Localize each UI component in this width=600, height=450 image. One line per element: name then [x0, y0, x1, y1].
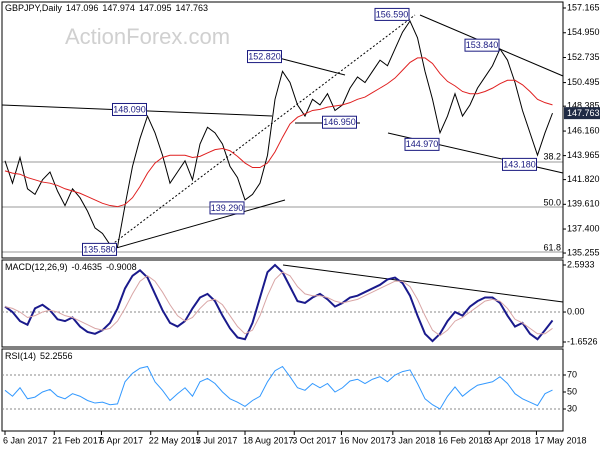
y-tick-label: 146.160 — [567, 125, 600, 135]
y-tick-label: 152.735 — [567, 52, 600, 62]
annotation-box — [502, 157, 537, 171]
series-line — [4, 271, 553, 337]
fib-label: 61.8 — [543, 242, 561, 252]
x-tick-label: 18 Aug 2017 — [243, 435, 294, 445]
header-value: 147.095 — [139, 3, 172, 13]
x-tick-label: 3 Oct 2017 — [292, 435, 336, 445]
x-tick-label: 16 Nov 2017 — [339, 435, 390, 445]
x-tick-label: 6 Jan 2017 — [3, 435, 48, 445]
annotation-box — [464, 38, 500, 52]
header-value: 147.096 — [66, 3, 99, 13]
y-tick-label: 70 — [567, 369, 577, 379]
y-tick-label: 141.820 — [567, 174, 600, 184]
y-tick-label: 143.965 — [567, 150, 600, 160]
annotation-box — [404, 137, 440, 151]
x-tick-label: 21 Feb 2017 — [52, 435, 103, 445]
panel-header: MACD(12,26,9) -0.4635 -0.9008 — [5, 262, 137, 272]
y-tick-label: 148.385 — [567, 101, 600, 111]
current-price-label: 147.763 — [567, 108, 600, 118]
annotation-label: 139.290 — [211, 203, 244, 213]
panel-title: RSI(14) — [5, 351, 36, 361]
annotation-label: 153.840 — [466, 40, 499, 50]
annotation-box — [112, 102, 147, 116]
annotation-label: 143.180 — [503, 159, 536, 169]
annotation-box — [247, 50, 282, 64]
y-tick-label: 0.00 — [567, 306, 585, 316]
annotation-label: 156.590 — [376, 9, 409, 19]
series-line — [4, 19, 553, 248]
panel-title: GBPJPY,Daily — [5, 3, 62, 13]
trendline — [101, 14, 416, 253]
annotation-label: 135.580 — [83, 244, 116, 254]
series-line — [4, 263, 554, 343]
header-value: 52.2556 — [40, 351, 73, 361]
header-value: -0.4635 — [72, 262, 103, 272]
x-tick-label: 16 Feb 2018 — [438, 435, 489, 445]
current-price-box — [564, 107, 600, 120]
header-value: 147.974 — [102, 3, 135, 13]
annotation-box — [209, 201, 245, 215]
x-tick-label: 17 May 2018 — [534, 435, 586, 445]
annotation-box — [322, 115, 357, 129]
annotation-label: 146.950 — [323, 117, 356, 127]
trendline — [282, 264, 564, 303]
header-value: -0.9008 — [106, 262, 137, 272]
annotation-label: 144.970 — [406, 139, 439, 149]
trendline — [274, 56, 346, 76]
y-tick-label: 150.495 — [567, 77, 600, 87]
x-tick-label: 3 Apr 2018 — [487, 435, 531, 445]
y-tick-label: 139.610 — [567, 199, 600, 209]
fib-label: 50.0 — [543, 197, 561, 207]
y-tick-label: 157.165 — [567, 2, 600, 12]
series-line — [4, 57, 553, 208]
fib-label: 38.2 — [543, 151, 561, 161]
panel-title: MACD(12,26,9) — [5, 262, 68, 272]
y-tick-label: 137.400 — [567, 223, 600, 233]
panel-frame — [1, 348, 564, 432]
y-tick-label: 154.950 — [567, 27, 600, 37]
x-tick-label: 3 Jan 2018 — [391, 435, 436, 445]
header-value: 147.763 — [176, 3, 209, 13]
annotation-box — [82, 242, 117, 256]
watermark: ActionForex.com — [65, 24, 230, 49]
y-tick-label: -1.6526 — [567, 336, 598, 346]
annotation-box — [374, 7, 410, 21]
y-tick-label: 2.5933 — [567, 259, 595, 269]
x-tick-label: 6 Apr 2017 — [99, 435, 143, 445]
panel-header: RSI(14) 52.2556 — [5, 351, 73, 361]
x-tick-label: 22 May 2017 — [149, 435, 201, 445]
panel-frame — [1, 1, 564, 259]
x-tick-label: 5 Jul 2017 — [196, 435, 238, 445]
y-tick-label: 135.255 — [567, 247, 600, 257]
y-tick-label: 30 — [567, 403, 577, 413]
panel-header: GBPJPY,Daily 147.096 147.974 147.095 147.763 — [5, 3, 208, 13]
trendline — [101, 199, 286, 253]
y-tick-label: 50 — [567, 386, 577, 396]
panel-frame — [1, 259, 564, 348]
annotation-label: 148.090 — [113, 104, 146, 114]
series-line — [4, 365, 553, 410]
annotation-label: 152.820 — [248, 51, 281, 61]
